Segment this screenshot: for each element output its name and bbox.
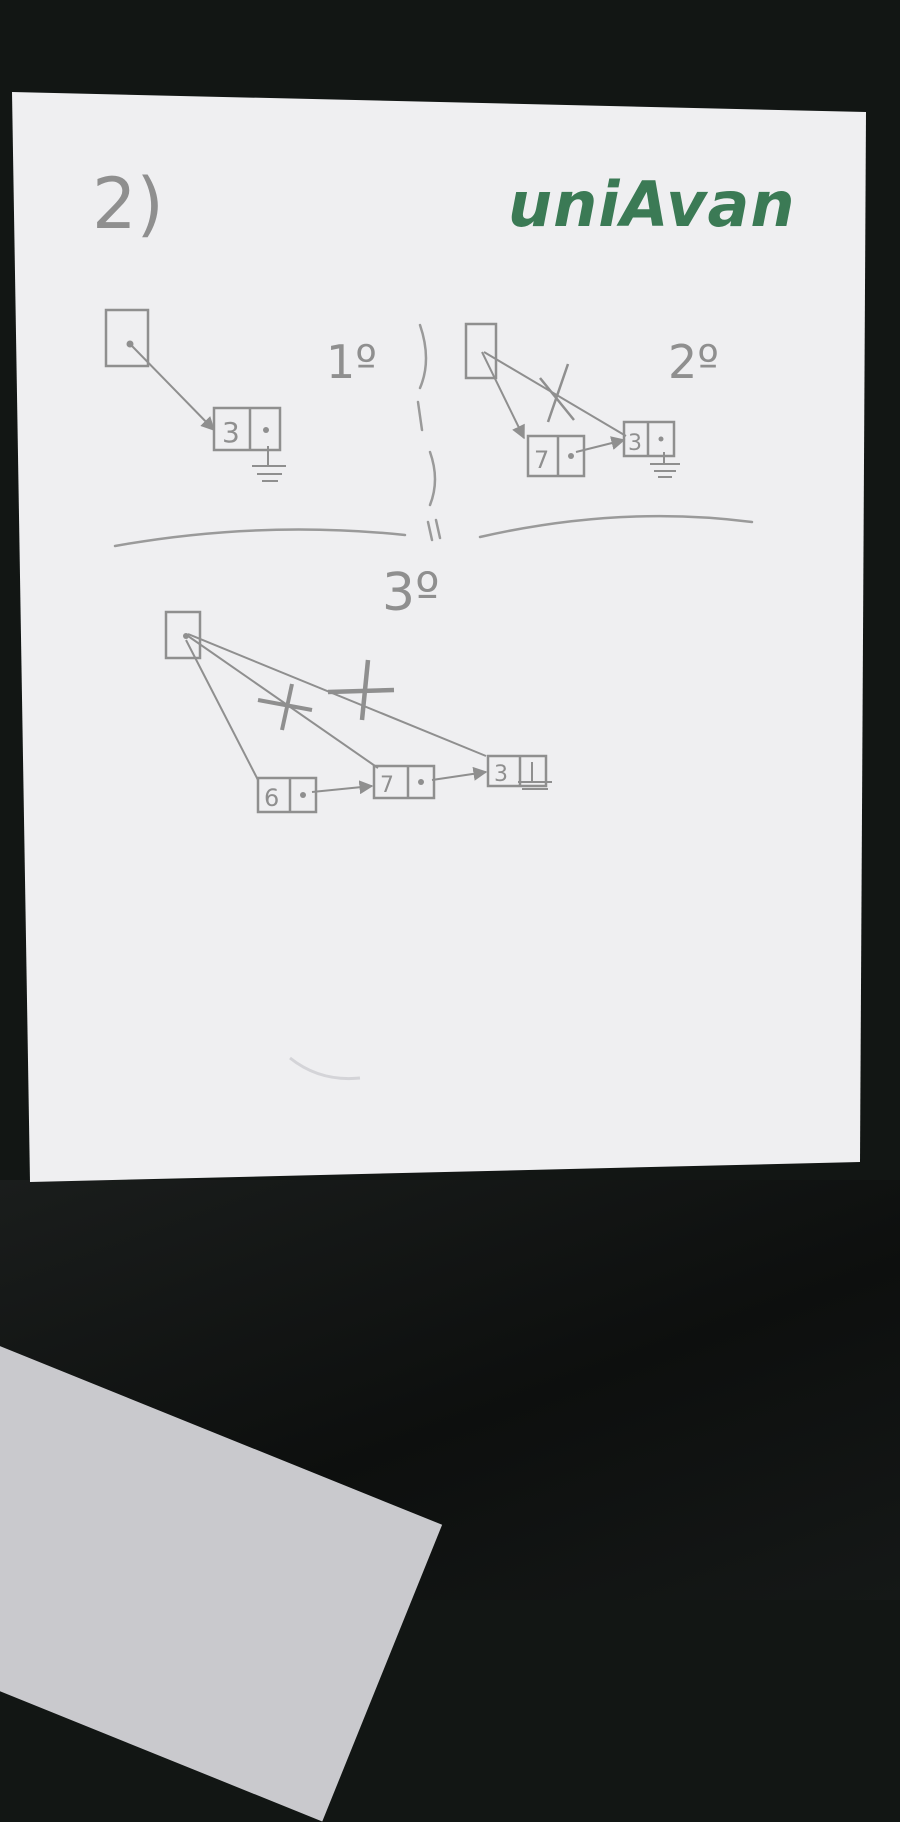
paper-crease [289, 1056, 361, 1081]
list-node: 3 [622, 420, 676, 458]
null-ground-icon [252, 446, 286, 482]
step-label-3: 3º [382, 563, 440, 623]
node-value: 3 [628, 431, 642, 456]
step-label-2: 2º [668, 335, 719, 389]
node-value: 7 [534, 446, 549, 474]
node-value: 7 [380, 773, 394, 798]
old-pointer-arrow [187, 633, 487, 757]
pointer-dot [183, 633, 189, 639]
node-value: 3 [222, 416, 240, 449]
sketch-canvas: 2) 1º 2º 3º 3 [12, 92, 866, 1182]
paper-sheet: 2) 1º 2º 3º 3 [12, 92, 866, 1182]
university-logo: uniAvan [508, 168, 796, 241]
old-pointer-arrow [187, 635, 379, 769]
pointer-arrow [131, 345, 215, 432]
step2-diagram: 7 3 [464, 322, 680, 478]
list-node: 7 [372, 764, 436, 800]
cross-out-icon [257, 683, 313, 731]
step1-diagram: 3 [104, 308, 286, 482]
question-number: 2) [92, 163, 164, 245]
list-node: 6 [256, 776, 318, 814]
new-pointer-arrow [481, 351, 525, 440]
next-arrow [575, 436, 626, 453]
head-pointer-box [164, 610, 202, 660]
list-node: 7 [526, 434, 586, 478]
next-arrow [311, 780, 374, 795]
step3-diagram: 6 7 3 [164, 610, 552, 814]
cross-out-icon [327, 659, 395, 721]
section-dividers [113, 323, 754, 548]
next-arrow [431, 766, 488, 781]
null-ground-icon [650, 452, 680, 478]
list-node: 3 [486, 754, 548, 788]
list-node: 3 [212, 406, 282, 452]
head-pointer-box [464, 322, 498, 380]
new-pointer-arrow [185, 639, 259, 781]
paper-surface [12, 92, 866, 1182]
null-ground-icon [518, 762, 552, 790]
head-pointer-box [104, 308, 150, 368]
node-value: 3 [494, 762, 508, 787]
node-value: 6 [264, 784, 279, 812]
step-label-1: 1º [326, 335, 377, 389]
old-pointer-arrow [483, 351, 627, 437]
pointer-dot [126, 340, 134, 348]
cross-out-icon [539, 363, 575, 423]
